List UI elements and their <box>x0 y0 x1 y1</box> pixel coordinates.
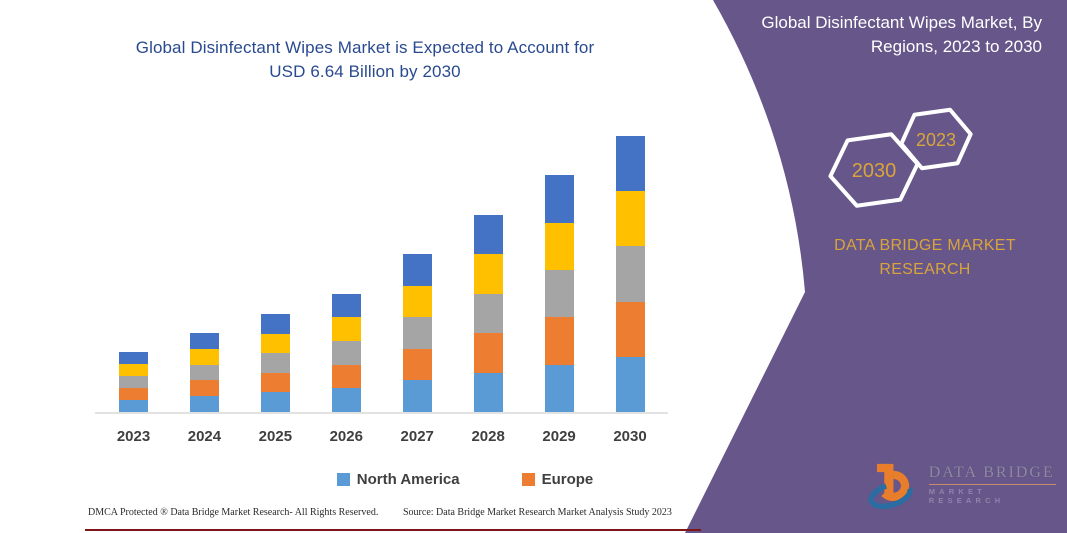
legend: North America Europe <box>230 471 700 488</box>
bar-2024 <box>189 333 219 412</box>
chart-title-line1: Global Disinfectant Wipes Market is Expe… <box>135 38 595 57</box>
bar-segment-2030-Unlabeled (yellow) <box>615 191 645 247</box>
bar-segment-2024-Unlabeled (yellow) <box>189 348 219 365</box>
chart-title-line2: USD 6.64 Billion by 2030 <box>269 62 461 81</box>
footer-dmca: DMCA Protected ® Data Bridge Market Rese… <box>88 507 379 518</box>
bar-segment-2023-Unlabeled (gray) <box>119 375 148 388</box>
dbmr-logo-wordmark: DATA BRIDGE MARKET RESEARCH <box>928 464 1056 505</box>
legend-label: North America <box>356 471 460 488</box>
bar-2028 <box>473 214 503 412</box>
bar-2030 <box>615 136 645 412</box>
bar-segment-2025-North America <box>260 392 290 412</box>
legend-item-north-america: North America <box>336 471 460 488</box>
bar-segment-2025-Unlabeled (dark blue) <box>260 314 290 334</box>
hexagon-2030-label: 2030 <box>852 160 897 182</box>
bar-segment-2030-Unlabeled (dark blue) <box>615 136 645 192</box>
bar-segment-2028-Europe <box>473 333 503 373</box>
x-axis-label-2026: 2026 <box>329 428 363 445</box>
legend-item-europe: Europe <box>521 471 594 488</box>
x-axis-label-2027: 2027 <box>400 428 434 445</box>
x-axis-label-2028: 2028 <box>471 428 505 445</box>
bar-segment-2026-Unlabeled (gray) <box>331 341 361 365</box>
bar-segment-2023-Europe <box>119 387 148 400</box>
x-axis-label-2024: 2024 <box>187 428 222 445</box>
bar-segment-2025-Europe <box>260 372 290 393</box>
logo-b-icon <box>876 463 910 501</box>
bar-segment-2030-North America <box>615 356 645 412</box>
panel-title-line2: Regions, 2023 to 2030 <box>870 36 1042 56</box>
dbmr-logo-mark <box>868 463 913 510</box>
panel-title: Global Disinfectant Wipes Market, By Reg… <box>730 11 1042 58</box>
bar-segment-2027-North America <box>402 380 432 412</box>
x-axis-label-2030: 2030 <box>613 428 647 445</box>
bar-segment-2026-Europe <box>331 364 361 389</box>
dbmr-logo: DATA BRIDGE MARKET RESEARCH <box>866 452 1056 516</box>
bar-segment-2028-North America <box>473 372 503 412</box>
bar-segment-2024-North America <box>189 396 219 412</box>
bar-segment-2023-Unlabeled (yellow) <box>119 363 148 376</box>
hexagon-2023-label: 2023 <box>916 130 956 150</box>
bar-segment-2027-Europe <box>402 348 432 381</box>
x-axis-label-2029: 2029 <box>542 428 576 445</box>
legend-swatch-north-america <box>336 473 350 486</box>
chart-title: Global Disinfectant Wipes Market is Expe… <box>65 36 665 84</box>
bar-segment-2026-Unlabeled (yellow) <box>331 317 361 341</box>
bar-segment-2030-Europe <box>615 301 645 357</box>
hexagon-2030 <box>828 132 920 208</box>
brand-text-line2: RESEARCH <box>879 261 971 278</box>
bar-2029 <box>544 175 574 412</box>
logo-wordmark-line2: MARKET RESEARCH <box>928 486 1005 505</box>
bar-segment-2025-Unlabeled (yellow) <box>260 333 290 354</box>
logo-wordmark-line1: DATA BRIDGE <box>928 464 1056 485</box>
bar-segment-2023-Unlabeled (dark blue) <box>119 351 148 364</box>
x-axis-label-2023: 2023 <box>116 428 151 445</box>
bar-segment-2028-Unlabeled (yellow) <box>473 254 503 294</box>
bar-segment-2024-Unlabeled (dark blue) <box>189 333 219 349</box>
bar-2023 <box>119 351 148 412</box>
bar-segment-2027-Unlabeled (gray) <box>402 317 432 349</box>
bar-segment-2027-Unlabeled (dark blue) <box>402 254 432 286</box>
bar-segment-2029-Unlabeled (dark blue) <box>544 175 574 223</box>
bar-2026 <box>331 293 361 412</box>
bar-2025 <box>260 314 290 412</box>
footer-source: Source: Data Bridge Market Research Mark… <box>403 507 672 518</box>
legend-label: Europe <box>541 471 594 488</box>
bar-2027 <box>402 254 432 412</box>
brand-text: DATA BRIDGE MARKET RESEARCH <box>810 234 1040 282</box>
bar-segment-2024-Unlabeled (gray) <box>189 364 219 381</box>
bar-segment-2023-North America <box>119 399 148 412</box>
plot-area: 2023 2024 2025 2026 2027 2028 2029 2030 <box>95 136 668 445</box>
bar-segment-2026-Unlabeled (dark blue) <box>331 293 361 318</box>
bar-segment-2026-North America <box>331 388 361 412</box>
legend-swatch-europe <box>521 473 535 486</box>
bar-segment-2029-North America <box>544 364 574 412</box>
x-axis-line <box>95 412 668 414</box>
bottom-maroon-line <box>85 529 701 531</box>
bar-segment-2029-Europe <box>544 317 574 365</box>
bar-segment-2029-Unlabeled (gray) <box>544 270 574 318</box>
hexagon-2023 <box>899 107 973 171</box>
bar-segment-2029-Unlabeled (yellow) <box>544 222 574 271</box>
x-axis-label-2025: 2025 <box>258 428 293 445</box>
bar-segment-2028-Unlabeled (gray) <box>473 293 503 334</box>
panel-title-line1: Global Disinfectant Wipes Market, By <box>761 13 1042 32</box>
brand-text-line1: DATA BRIDGE MARKET <box>834 237 1016 254</box>
bar-segment-2024-Europe <box>189 380 219 397</box>
bar-segment-2028-Unlabeled (dark blue) <box>473 214 503 255</box>
bar-segment-2027-Unlabeled (yellow) <box>402 285 432 318</box>
bar-segment-2025-Unlabeled (gray) <box>260 353 290 373</box>
bar-segment-2030-Unlabeled (gray) <box>615 246 645 302</box>
